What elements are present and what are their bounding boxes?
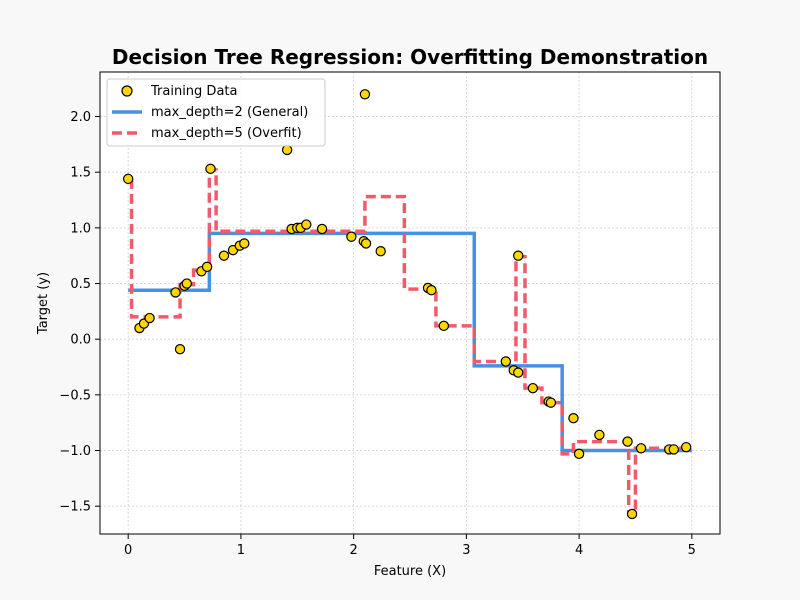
x-tick-label: 3: [462, 543, 470, 558]
training-data-point: [375, 246, 386, 257]
y-tick-label: 2.0: [70, 110, 91, 125]
training-data-point: [680, 441, 692, 453]
training-data-point: [426, 285, 437, 296]
training-data-point: [573, 448, 585, 460]
training-data-point: [359, 89, 371, 100]
legend-label-overfit: max_depth=5 (Overfit): [151, 126, 302, 141]
series-line-overfit: [129, 168, 687, 516]
x-tick-label: 2: [349, 543, 357, 558]
legend: Training Data max_depth=2 (General) max_…: [106, 78, 326, 147]
training-data-point: [316, 223, 328, 235]
points-layer: [122, 89, 692, 520]
training-data-point: [545, 397, 557, 408]
training-data-point: [346, 231, 357, 242]
x-tick-label: 5: [688, 543, 696, 558]
training-data-point: [438, 320, 450, 332]
x-axis-label: Feature (X): [374, 564, 446, 579]
y-tick-label: 0.5: [70, 277, 91, 292]
y-tick-label: 1.0: [70, 221, 91, 236]
training-data-point: [635, 443, 647, 454]
training-data-point: [568, 413, 579, 424]
legend-label-general: max_depth=2 (General): [151, 105, 308, 120]
legend-frame: [106, 78, 326, 147]
training-data-point: [626, 508, 638, 520]
series-layer: [128, 168, 692, 516]
training-data-point: [205, 163, 216, 175]
training-data-point: [594, 429, 605, 441]
plot-frame: [99, 71, 721, 535]
training-data-point: [181, 278, 192, 289]
training-data-point: [301, 219, 312, 230]
training-data-point: [500, 356, 512, 367]
training-data-point: [513, 250, 524, 261]
training-data-point: [122, 173, 134, 185]
training-data-point: [201, 261, 213, 273]
training-data-point: [513, 367, 524, 378]
training-data-point: [360, 238, 372, 249]
training-data-point: [668, 444, 679, 455]
training-data-point: [527, 382, 539, 394]
y-tick-label: −1.5: [59, 500, 91, 515]
y-axis-label: Target (y): [36, 272, 51, 335]
chart-title: Decision Tree Regression: Overfitting De…: [112, 45, 708, 69]
legend-label-training-data: Training Data: [150, 84, 237, 99]
y-tick-label: 0.0: [70, 333, 91, 348]
training-data-point: [218, 250, 230, 261]
training-data-point: [144, 312, 155, 324]
training-data-point: [239, 238, 250, 249]
x-tick-label: 1: [237, 543, 245, 558]
x-tick-label: 0: [124, 543, 132, 558]
y-tick-label: 1.5: [70, 166, 91, 181]
training-data-point: [622, 436, 633, 447]
y-tick-label: −0.5: [59, 388, 91, 403]
training-data-point: [281, 144, 293, 156]
y-tick-label: −1.0: [59, 444, 91, 459]
axis-ticks: 0 1 2 3 4 5 −1.5 −1.0 −0.5 0.0 0.5 1.0 1.5 2.0: [59, 110, 696, 558]
x-tick-label: 4: [575, 543, 583, 558]
legend-marker-training-data: [121, 85, 133, 97]
plot-area: [100, 72, 720, 534]
training-data-point: [174, 344, 186, 355]
training-data-point: [170, 287, 181, 298]
